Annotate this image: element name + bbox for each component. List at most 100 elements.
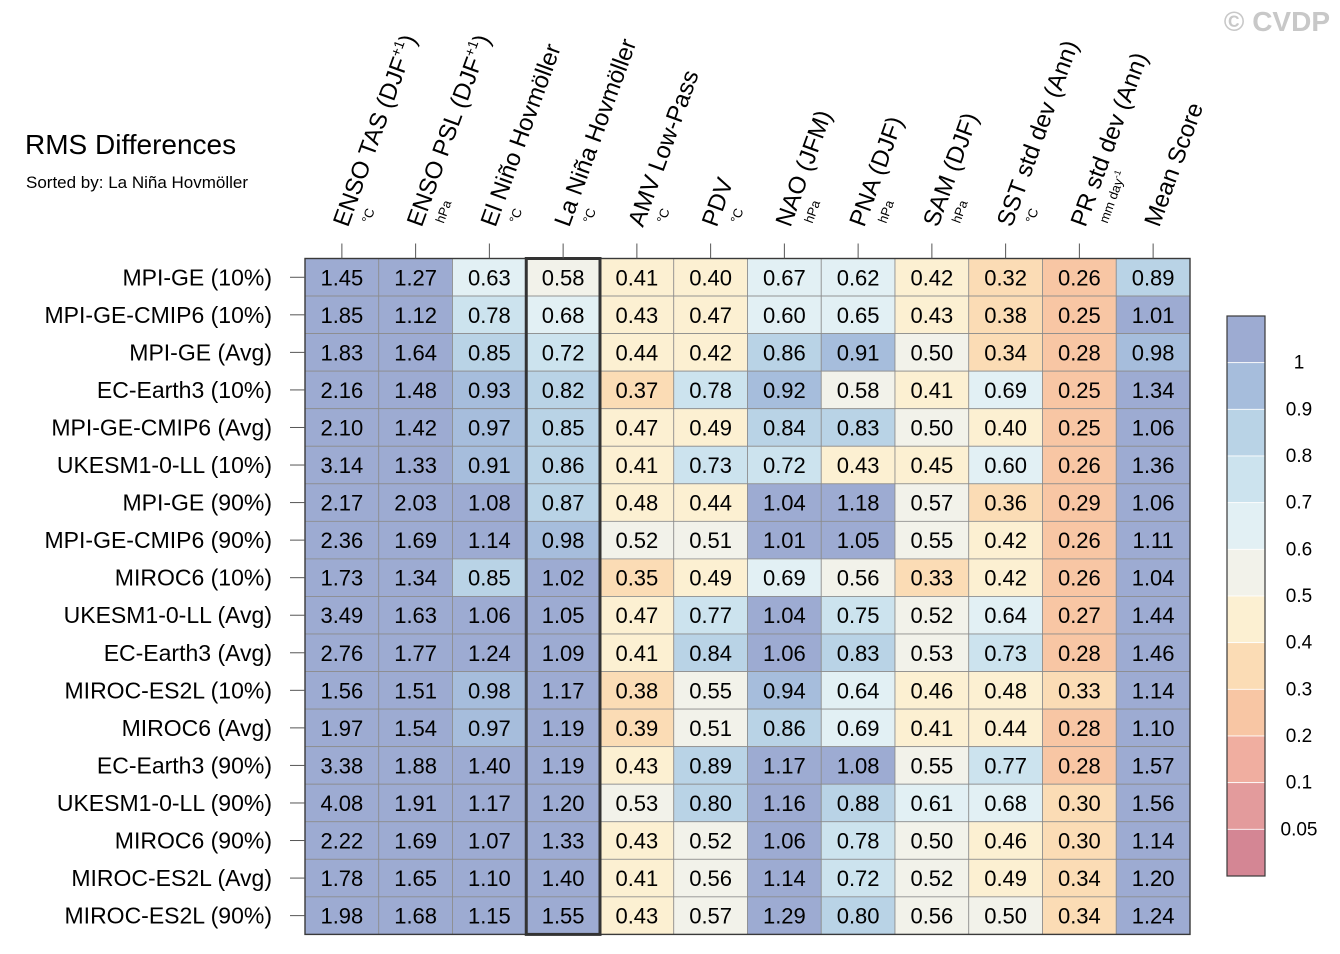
cell-value: 1.51: [394, 678, 437, 703]
cell-value: 0.39: [615, 716, 658, 741]
cell-value: 0.55: [910, 528, 953, 553]
cell-value: 0.75: [837, 603, 880, 628]
cell-value: 0.43: [837, 453, 880, 478]
heatmap-cell: [599, 596, 675, 635]
cell-value: 0.44: [615, 340, 658, 365]
column-label: El Niño Hovmöller: [476, 40, 567, 230]
cell-value: 2.76: [320, 641, 363, 666]
cell-value: 0.52: [615, 528, 658, 553]
cell-value: 1.15: [468, 904, 511, 929]
heatmap-cell: [894, 821, 970, 860]
heatmap-frame: [304, 257, 1191, 936]
cell-value: 1.08: [837, 753, 880, 778]
row-label: MPI-GE (90%): [122, 490, 272, 516]
heatmap-cell: [1115, 258, 1191, 297]
heatmap-cell: [747, 671, 822, 710]
colorbar-swatch: [1226, 595, 1266, 644]
cell-value: 1.20: [542, 791, 585, 816]
heatmap-cell: [378, 258, 453, 297]
column-label: Mean Score: [1139, 99, 1209, 230]
heatmap-cell: [894, 671, 970, 710]
cell-value: 0.42: [910, 265, 953, 290]
cell-value: 1.19: [542, 716, 585, 741]
row-label: MPI-GE (10%): [122, 264, 272, 290]
heatmap-cell: [1042, 295, 1117, 334]
heatmap-cell: [673, 520, 748, 560]
cell-value: 1.06: [763, 829, 806, 854]
heatmap-cell: [304, 896, 380, 935]
row-label: EC-Earth3 (90%): [97, 752, 272, 778]
cell-value: 1.14: [1132, 829, 1175, 854]
cell-value: 0.34: [1058, 866, 1101, 891]
heatmap-cell: [968, 370, 1043, 410]
cell-value: 1.14: [468, 528, 511, 553]
heatmap-cell: [968, 520, 1043, 560]
cell-value: 0.33: [1058, 678, 1101, 703]
heatmap-cell: [304, 783, 380, 823]
cvdp-credit: © CVDP: [1223, 6, 1330, 37]
heatmap-cell: [673, 671, 748, 710]
heatmap-cell: [525, 520, 601, 560]
cell-value: 1.04: [763, 603, 806, 628]
cell-value: 0.52: [910, 603, 953, 628]
cell-value: 1.24: [1132, 904, 1175, 929]
colorbar-swatch: [1226, 782, 1266, 830]
cell-value: 0.88: [837, 791, 880, 816]
cell-value: 0.86: [763, 716, 806, 741]
row-label: MPI-GE-CMIP6 (90%): [45, 527, 272, 553]
heatmap-cell: [820, 558, 896, 597]
heatmap-cell: [894, 520, 970, 560]
colorbar-label: 0.8: [1286, 446, 1312, 467]
cell-value: 0.61: [910, 791, 953, 816]
heatmap-cell: [1042, 896, 1117, 935]
colorbar-label: 0.4: [1286, 633, 1313, 654]
cell-value: 1.45: [320, 265, 363, 290]
cell-value: 0.33: [910, 566, 953, 591]
cell-value: 1.48: [394, 378, 437, 403]
cell-value: 1.11: [1133, 528, 1174, 553]
cell-value: 1.24: [468, 641, 511, 666]
colorbar-swatch: [1226, 362, 1266, 410]
row-label: MPI-GE (Avg): [129, 339, 272, 365]
cell-value: 0.77: [984, 753, 1027, 778]
heatmap-cell: [820, 746, 896, 785]
column-label: ENSO PSL (DJF+1): [400, 31, 496, 231]
heatmap-cell: [673, 896, 748, 935]
heatmap-cell: [673, 821, 748, 860]
cell-value: 0.64: [837, 678, 880, 703]
colorbar-swatch: [1226, 828, 1266, 877]
cell-value: 0.53: [615, 791, 658, 816]
cell-value: 1.19: [542, 753, 585, 778]
cell-value: 0.41: [615, 453, 658, 478]
cell-value: 0.36: [984, 491, 1027, 516]
chart-subtitle: Sorted by: La Niña Hovmöller: [26, 173, 249, 192]
colorbar-label: 0.5: [1286, 586, 1312, 607]
heatmap-cell: [820, 408, 896, 447]
cell-value: 0.77: [689, 603, 732, 628]
heatmap-cell: [673, 295, 748, 334]
cell-value: 0.35: [615, 566, 658, 591]
heatmap-cell: [304, 370, 380, 410]
heatmap-cell: [1115, 633, 1191, 672]
column-unit: °C: [359, 206, 378, 225]
column-unit: °C: [654, 206, 673, 225]
cell-value: 1.78: [320, 866, 363, 891]
heatmap-cell: [525, 783, 601, 823]
cell-value: 0.57: [689, 904, 732, 929]
heatmap-cell: [452, 370, 527, 410]
cell-value: 0.28: [1058, 753, 1101, 778]
heatmap-cell: [1042, 858, 1117, 898]
cell-value: 0.91: [837, 340, 880, 365]
cell-value: 0.34: [1058, 904, 1101, 929]
heatmap-cell: [894, 858, 970, 898]
colorbar-label: 0.9: [1286, 399, 1312, 420]
heatmap-cell: [1115, 333, 1191, 372]
cell-value: 1.85: [320, 303, 363, 328]
cell-value: 1.68: [394, 904, 437, 929]
cell-value: 0.89: [1132, 265, 1175, 290]
cell-value: 1.09: [542, 641, 585, 666]
cell-value: 1.14: [1132, 678, 1175, 703]
heatmap-cell: [304, 558, 380, 597]
cell-value: 0.47: [615, 603, 658, 628]
